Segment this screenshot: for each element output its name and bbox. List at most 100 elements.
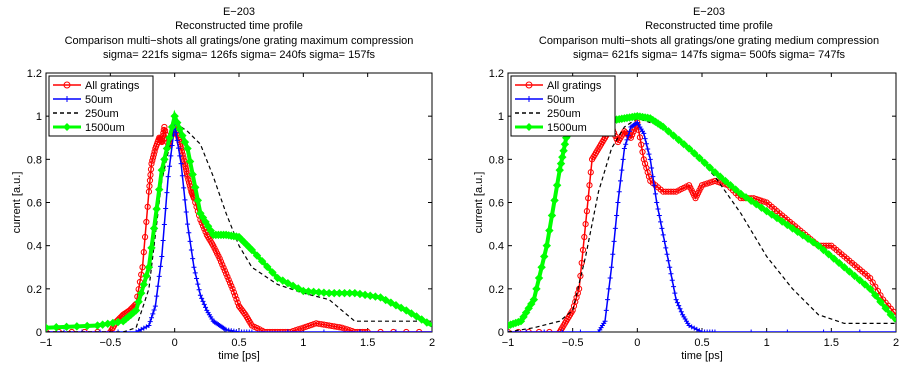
- data-point: [422, 318, 432, 327]
- data-point: [748, 329, 754, 332]
- data-point: [603, 307, 609, 313]
- data-point: [177, 153, 183, 159]
- data-point: [721, 176, 730, 186]
- data-point: [621, 146, 627, 152]
- data-point: [183, 209, 189, 215]
- data-point: [150, 311, 156, 317]
- data-point: [615, 200, 621, 205]
- x-tick-label: 1: [300, 337, 306, 349]
- data-point: [529, 295, 539, 304]
- data-point: [159, 253, 165, 259]
- data-point: [224, 273, 231, 280]
- data-point: [366, 291, 375, 300]
- data-point: [241, 329, 247, 332]
- data-point: [161, 222, 167, 228]
- data-point: [678, 309, 684, 315]
- data-point: [229, 285, 236, 292]
- data-point: [658, 219, 664, 225]
- data-point: [550, 196, 559, 205]
- data-point: [814, 241, 823, 250]
- data-point: [223, 270, 230, 277]
- data-point: [161, 123, 168, 131]
- data-point: [576, 285, 583, 292]
- data-point: [757, 203, 766, 212]
- data-point: [699, 329, 705, 332]
- y-axis-label: current [a.u.]: [11, 172, 23, 234]
- data-point: [578, 259, 585, 267]
- data-point: [163, 206, 169, 212]
- data-point: [569, 307, 576, 314]
- data-point: [696, 328, 702, 332]
- data-point: [821, 329, 827, 332]
- y-tick-label: 0.8: [27, 154, 42, 166]
- data-point: [691, 325, 697, 331]
- data-point: [249, 329, 255, 332]
- data-point: [190, 256, 196, 262]
- data-point: [195, 281, 201, 287]
- data-point: [649, 165, 655, 171]
- data-point: [610, 251, 616, 257]
- data-point: [784, 329, 790, 332]
- data-point: [726, 181, 735, 190]
- data-point: [233, 296, 240, 303]
- data-point: [547, 211, 557, 220]
- data-point: [644, 169, 651, 176]
- data-point: [834, 258, 844, 268]
- data-point: [412, 312, 421, 321]
- data-point: [664, 127, 673, 136]
- legend-marker: [525, 123, 533, 131]
- data-point: [187, 238, 193, 244]
- data-point: [219, 261, 226, 268]
- data-point: [559, 146, 568, 155]
- data-point: [605, 297, 611, 303]
- data-point: [661, 238, 667, 244]
- data-point: [165, 133, 174, 142]
- data-point: [881, 304, 890, 313]
- data-point: [182, 197, 188, 203]
- data-point: [715, 172, 725, 181]
- data-point: [185, 221, 191, 227]
- data-point: [184, 173, 191, 180]
- series-50um: [508, 120, 896, 332]
- legend-marker: [525, 81, 533, 89]
- data-point: [679, 140, 689, 149]
- data-point: [165, 174, 171, 180]
- data-point: [152, 204, 161, 214]
- data-point: [641, 130, 647, 136]
- data-point: [865, 284, 875, 294]
- series-250um: [46, 121, 432, 332]
- data-point: [350, 288, 360, 298]
- data-point: [115, 329, 121, 332]
- chart-title-line: Comparison multi−shots all gratings/one …: [539, 35, 879, 47]
- data-point: [252, 251, 262, 260]
- data-point: [203, 304, 209, 310]
- data-point: [669, 277, 675, 283]
- data-point: [577, 329, 583, 332]
- data-point: [185, 179, 193, 186]
- data-point: [618, 178, 624, 184]
- data-point: [143, 218, 150, 226]
- x-tick-label: 0.5: [231, 337, 246, 349]
- data-point: [874, 287, 881, 295]
- data-point: [167, 122, 177, 132]
- data-point: [746, 196, 756, 205]
- data-point: [534, 273, 544, 283]
- data-point: [537, 263, 546, 272]
- data-point: [625, 133, 631, 139]
- data-point: [196, 287, 202, 293]
- data-point: [278, 276, 287, 285]
- data-point: [176, 145, 182, 151]
- data-point: [656, 212, 662, 218]
- data-point: [803, 234, 813, 243]
- data-point: [652, 191, 658, 197]
- data-point: [220, 264, 227, 271]
- data-point: [643, 141, 649, 147]
- data-point: [142, 271, 151, 281]
- data-point: [541, 329, 547, 332]
- data-point: [186, 182, 193, 189]
- y-axis-label: current [a.u.]: [473, 172, 485, 234]
- data-point: [611, 238, 617, 244]
- x-tick-label: 0: [634, 337, 640, 349]
- series-line: [46, 121, 432, 332]
- data-point: [555, 165, 564, 175]
